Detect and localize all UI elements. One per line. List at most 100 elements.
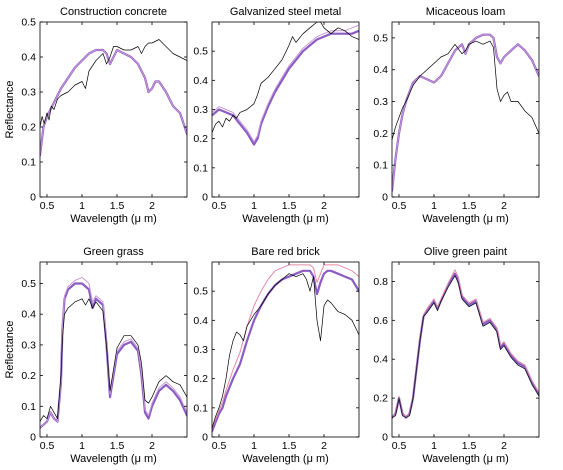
x-tick-label: 1.5 [282,200,297,212]
y-tick-label: 0.5 [21,17,36,29]
y-tick-label: 0.6 [373,315,388,327]
y-tick-label: 0.3 [21,339,36,351]
chart-title: Micaceous loam [426,6,505,18]
y-tick-label: 0.2 [21,122,36,134]
x-tick-label: 1.5 [462,200,477,212]
x-tick-label: 0.5 [212,200,227,212]
series-group [392,269,539,419]
plot-frame [39,261,188,438]
x-tick-label: 1 [431,440,437,452]
series-line-1 [212,29,359,146]
chart-panel-3: Micaceous loam 0.5 1 1.5 2 0 0.1 0.2 0.3 0.4 0.5 Wa… [373,6,540,225]
series-line-3 [40,39,187,128]
y-tick-label: 0 [202,432,208,444]
series-line-3 [392,40,539,141]
series-line-2 [212,264,359,429]
y-tick-label: 0.2 [21,370,36,382]
chart-panel-4: Green grass 0.5 1 1.5 2 0 0.1 0.2 0.3 0.4 0.5 Wavel… [4,246,188,465]
y-tick-label: 0.3 [373,96,388,108]
y-tick-label: 0.1 [373,160,388,172]
series-group [212,264,359,433]
y-tick-label: 0.5 [21,278,36,290]
plot-frame [39,21,188,198]
x-axis-label: Wavelength (μ m) [422,213,509,225]
plot-frame [391,21,540,198]
x-tick-label: 1 [431,200,437,212]
chart-title: Construction concrete [60,6,167,18]
x-tick-label: 0.5 [40,200,55,212]
y-tick-label: 0.4 [21,309,36,321]
x-tick-label: 2 [149,440,155,452]
y-tick-label: 0.1 [21,157,36,169]
series-line-1 [392,33,539,192]
plot-frame [391,261,540,438]
x-tick-label: 2 [321,440,327,452]
x-tick-label: 0.5 [392,440,407,452]
x-axis-label: Wavelength (μ m) [422,453,509,465]
y-tick-label: 0.4 [373,354,388,366]
series-group [40,39,187,157]
chart-title: Olive green paint [424,246,507,258]
series-group [212,22,359,146]
chart-title: Galvanized steel metal [230,6,341,18]
x-tick-label: 1 [79,200,85,212]
y-tick-label: 0.3 [193,104,208,116]
x-axis-label: Wavelength (μ m) [242,213,329,225]
y-tick-label: 0.1 [21,401,36,413]
y-tick-label: 0.2 [373,393,388,405]
y-tick-label: 0.1 [193,162,208,174]
y-axis-label: Reflectance [4,80,16,138]
chart-panel-1: Construction concrete 0.5 1 1.5 2 0 0.1 0.2 0.3 0… [4,6,188,225]
chart-panel-5: Bare red brick 0.5 1 1.5 2 0 0.1 0.2 0.3 0.4 0.5 Wa… [193,246,360,465]
series-line-1 [40,48,187,157]
y-tick-label: 0 [382,192,388,204]
x-tick-label: 1.5 [110,440,125,452]
y-tick-label: 0.1 [193,402,208,414]
y-tick-label: 0.3 [193,344,208,356]
x-axis-label: Wavelength (μ m) [70,453,157,465]
x-tick-label: 2 [321,200,327,212]
chart-title: Bare red brick [251,246,320,258]
y-tick-label: 0.4 [21,52,36,64]
series-line-3 [40,298,187,422]
x-tick-label: 1.5 [282,440,297,452]
series-line-3 [392,275,539,419]
x-tick-label: 0.5 [212,440,227,452]
y-tick-label: 0.8 [373,276,388,288]
x-tick-label: 1.5 [462,440,477,452]
y-tick-label: 0.2 [373,128,388,140]
x-tick-label: 2 [501,440,507,452]
x-tick-label: 0.5 [40,440,55,452]
x-tick-label: 0.5 [392,200,407,212]
series-group [40,276,187,429]
series-line-2 [392,34,539,192]
series-line-1 [212,269,359,433]
x-tick-label: 1 [251,200,257,212]
y-tick-label: 0.3 [21,87,36,99]
chart-panel-6: Olive green paint 0.5 1 1.5 2 0 0.2 0.4 0.6 0.8 Wa… [373,246,540,465]
series-group [392,33,539,192]
plot-frame [211,21,360,198]
series-line-1 [392,272,539,419]
plot-frame [211,261,360,438]
chart-title: Green grass [83,246,144,258]
x-tick-label: 1.5 [110,200,125,212]
x-tick-label: 2 [149,200,155,212]
y-axis-label: Reflectance [4,320,16,378]
series-line-3 [212,273,359,429]
series-line-2 [212,24,359,143]
y-tick-label: 0 [30,192,36,204]
x-tick-label: 1 [79,440,85,452]
y-tick-label: 0.2 [193,133,208,145]
x-axis-label: Wavelength (μ m) [242,453,329,465]
y-tick-label: 0 [30,432,36,444]
y-tick-label: 0.5 [193,46,208,58]
series-line-2 [40,49,187,156]
series-line-3 [212,22,359,134]
x-tick-label: 2 [501,200,507,212]
chart-panel-2: Galvanized steel metal 0.5 1 1.5 2 0 0.1 0.2 0.3… [193,6,360,225]
y-tick-label: 0.5 [193,286,208,298]
y-tick-label: 0.5 [373,32,388,44]
y-tick-label: 0.4 [373,64,388,76]
